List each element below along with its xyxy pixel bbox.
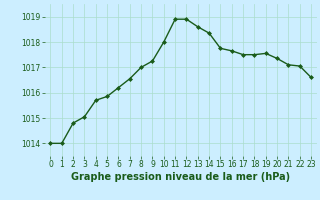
X-axis label: Graphe pression niveau de la mer (hPa): Graphe pression niveau de la mer (hPa) bbox=[71, 172, 290, 182]
